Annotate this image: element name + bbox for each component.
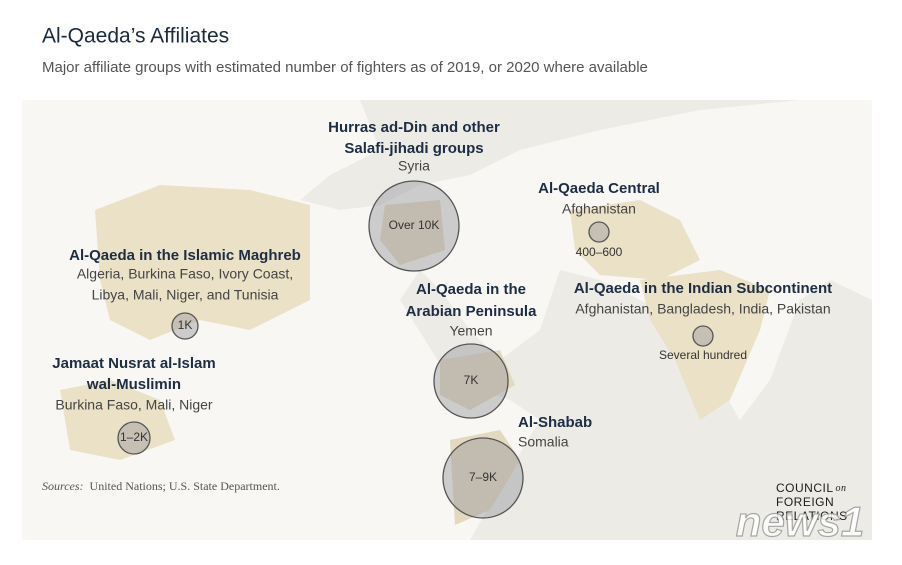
group-countries: Libya, Mali, Niger, and Tunisia <box>92 287 279 303</box>
group-countries: Afghanistan, Bangladesh, India, Pakistan <box>575 301 830 317</box>
map <box>22 100 872 540</box>
afpak <box>570 200 700 280</box>
logo-line: FOREIGN <box>776 495 834 509</box>
group-name: Salafi-jihadi groups <box>344 140 483 157</box>
fighter-circle <box>433 343 509 419</box>
group-countries: Syria <box>398 158 430 174</box>
fighter-circle <box>692 325 714 347</box>
fighter-circle <box>117 421 151 455</box>
source-label: Sources: <box>42 479 84 493</box>
title: Al-Qaeda’s Affiliates <box>42 25 229 48</box>
group-countries: Somalia <box>518 434 569 450</box>
group-name: Arabian Peninsula <box>406 303 538 320</box>
fighter-estimate: 1–2K <box>120 430 148 444</box>
group-name: Hurras ad-Din and other <box>328 119 500 136</box>
fighter-circle <box>171 312 199 340</box>
subtitle: Major affiliate groups with estimated nu… <box>42 59 648 76</box>
fighter-estimate: Over 10K <box>389 218 440 232</box>
india <box>640 270 770 420</box>
fighter-estimate: 7K <box>464 373 479 387</box>
watermark: news1 <box>736 498 864 545</box>
yemen <box>440 350 515 410</box>
group-name: wal-Muslimin <box>86 376 181 393</box>
logo-line: RELATIONS <box>776 509 848 523</box>
syria <box>380 200 445 265</box>
group-countries: Yemen <box>449 323 492 339</box>
group-name: Al-Qaeda in the <box>416 281 526 298</box>
fighter-estimate: 1K <box>178 318 193 332</box>
group-name: Al-Qaeda in the Islamic Maghreb <box>69 247 301 264</box>
fighter-estimate: Several hundred <box>659 348 747 362</box>
source: Sources: United Nations; U.S. State Depar… <box>42 479 280 493</box>
logo-word: COUNCIL <box>776 481 834 495</box>
group-countries: Algeria, Burkina Faso, Ivory Coast, <box>77 266 293 282</box>
group-name: Al-Shabab <box>518 414 592 431</box>
group-name: Al-Qaeda in the Indian Subcontinent <box>574 280 832 297</box>
sahel-region <box>60 380 175 460</box>
group-countries: Burkina Faso, Mali, Niger <box>55 397 213 413</box>
fighter-circle <box>368 180 460 272</box>
source-text: United Nations; U.S. State Department. <box>90 479 280 493</box>
fighter-circle <box>588 221 610 243</box>
fighter-estimate: 7–9K <box>469 470 497 484</box>
maghreb-region <box>95 185 310 340</box>
somalia <box>450 430 520 525</box>
logo-word: on <box>836 483 847 494</box>
group-countries: Afghanistan <box>562 201 636 217</box>
group-name: Al-Qaeda Central <box>538 180 660 197</box>
logo-line: COUNCIL on <box>776 481 847 495</box>
logo: COUNCIL on FOREIGN RELATIONS <box>776 481 848 523</box>
fighter-estimate: 400–600 <box>576 245 623 259</box>
group-name: Jamaat Nusrat al-Islam <box>52 355 215 372</box>
fighter-circle <box>442 437 524 519</box>
